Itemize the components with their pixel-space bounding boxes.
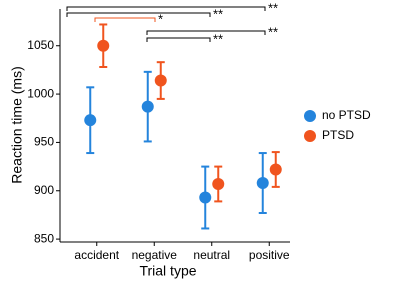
- point: [154, 74, 167, 87]
- significance-bracket: [146, 37, 211, 42]
- point: [212, 177, 225, 190]
- legend-marker: [304, 110, 316, 122]
- x-tick-label: accident: [74, 248, 119, 262]
- legend-marker: [304, 130, 316, 142]
- y-tick-label: 850: [34, 231, 54, 245]
- point: [269, 163, 282, 176]
- x-tick-label: positive: [249, 248, 290, 262]
- x-tick-label: neutral: [193, 248, 230, 262]
- point: [199, 191, 212, 204]
- point: [141, 100, 154, 113]
- y-tick-label: 900: [34, 183, 54, 197]
- x-axis-title: Trial type: [139, 263, 196, 279]
- y-axis-title: Reaction time (ms): [9, 66, 25, 183]
- point: [84, 114, 97, 127]
- legend-label: PTSD: [322, 128, 354, 142]
- significance-label: **: [268, 0, 278, 15]
- significance-label: **: [268, 24, 278, 39]
- significance-label: **: [213, 31, 223, 46]
- point: [97, 39, 110, 52]
- significance-bracket: [66, 12, 211, 17]
- x-tick-label: negative: [132, 248, 178, 262]
- significance-bracket: [146, 30, 266, 35]
- significance-label: **: [213, 6, 223, 21]
- significance-label: *: [158, 11, 163, 26]
- significance-bracket: [66, 6, 266, 11]
- y-tick-label: 1050: [27, 38, 54, 52]
- point: [256, 177, 269, 190]
- legend-label: no PTSD: [322, 108, 371, 122]
- significance-bracket: [94, 17, 156, 22]
- y-tick-label: 950: [34, 135, 54, 149]
- y-tick-label: 1000: [27, 86, 54, 100]
